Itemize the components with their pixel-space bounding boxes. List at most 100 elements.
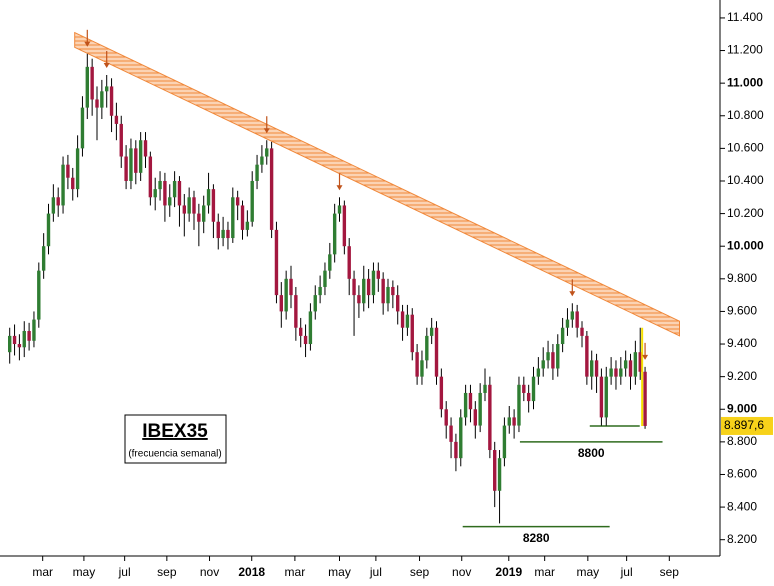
candle-body [274, 229, 279, 296]
peak-arrow-head [336, 185, 343, 191]
y-tick-label: 11.000 [727, 75, 763, 89]
y-tick-label: 11.200 [727, 43, 763, 57]
candle-body [332, 213, 337, 255]
y-tick-label: 9.000 [727, 401, 757, 415]
x-tick-label: jul [369, 565, 382, 579]
candle-body [619, 368, 623, 377]
candle-body [609, 368, 613, 377]
candle-body [90, 66, 94, 100]
candle-body [526, 392, 531, 402]
candle-body [41, 246, 46, 271]
candle-body [565, 319, 570, 328]
candle-body [560, 327, 565, 345]
candle-body [323, 270, 327, 287]
peak-arrow-head [103, 63, 110, 69]
candle-body [517, 384, 521, 426]
candle-body [478, 392, 482, 426]
candle-body [522, 384, 526, 393]
y-tick-label: 10.600 [727, 141, 764, 155]
peak-arrow [103, 51, 110, 69]
candle-body [308, 311, 313, 345]
candle-body [362, 278, 366, 304]
candle-body [22, 330, 26, 348]
candle-body [318, 286, 322, 296]
candle-body [541, 360, 545, 369]
candle-body [493, 450, 497, 491]
candle-body [255, 164, 259, 181]
x-tick-label: mar [534, 565, 555, 579]
candle-body [488, 384, 492, 451]
candle-body [337, 205, 342, 214]
y-tick-label: 10.400 [727, 173, 764, 187]
candle-body [32, 319, 36, 341]
candle-body [206, 189, 211, 206]
candle-body [536, 368, 541, 377]
candle-body [357, 295, 361, 304]
candle-body [163, 180, 167, 206]
candle-body [391, 286, 395, 296]
candle-body [85, 66, 89, 108]
candle-body [551, 352, 555, 369]
x-tick-label: may [576, 565, 599, 579]
candle-body [439, 376, 444, 410]
candle-body [235, 197, 240, 206]
candle-body [400, 311, 405, 328]
peak-arrow [263, 116, 270, 134]
candle-body [483, 384, 487, 393]
title-box [124, 414, 227, 464]
candle-body [177, 180, 182, 206]
peak-arrow-head [263, 128, 270, 134]
x-tick-label: sep [660, 565, 680, 579]
candle-body [105, 86, 109, 92]
candle-body [75, 148, 80, 190]
candle-body [119, 123, 123, 157]
candle-body [570, 311, 575, 320]
x-tick-label: 2019 [495, 565, 522, 579]
candle-body [158, 180, 162, 190]
x-tick-label: nov [200, 565, 219, 579]
candle-body [507, 417, 511, 426]
y-tick-label: 9.600 [727, 304, 757, 318]
candle-body [633, 352, 638, 377]
candle-body [56, 197, 60, 206]
y-tick-label: 8.400 [727, 499, 757, 513]
candle-body [454, 441, 458, 459]
y-tick-label: 9.800 [727, 271, 757, 285]
candle-body [531, 376, 536, 402]
y-tick-label: 9.400 [727, 336, 757, 350]
candle-body [187, 197, 191, 214]
candle-body [124, 156, 128, 181]
support-label: 8280 [523, 531, 550, 545]
x-tick-label: sep [410, 565, 430, 579]
candle-body [556, 344, 560, 369]
resistance-band [74, 31, 681, 337]
candle-body [172, 180, 177, 198]
candle-body [95, 99, 99, 108]
candle-body [599, 376, 604, 418]
peak-arrow-head [84, 41, 91, 47]
candle-body [643, 371, 647, 426]
candle-body [502, 425, 507, 459]
candle-body [27, 330, 31, 341]
y-tick-label: 9.200 [727, 369, 757, 383]
y-tick-label: 8.200 [727, 532, 757, 546]
candle-body [100, 91, 104, 108]
candle-body [226, 229, 230, 239]
candle-body [366, 278, 371, 296]
candle-body [638, 352, 642, 372]
candle-body [71, 177, 75, 190]
y-tick-label: 8.600 [727, 467, 757, 481]
candle-body [269, 148, 274, 230]
candle-body [396, 295, 400, 312]
candle-body [313, 295, 317, 312]
candle-body [46, 213, 51, 247]
candle-body [284, 278, 288, 312]
candle-body [197, 213, 201, 222]
candle-body [434, 327, 439, 377]
candle-body [459, 417, 463, 459]
candle-body [148, 156, 153, 198]
candle-body [168, 197, 172, 206]
candle-body [61, 164, 65, 206]
candle-body [594, 360, 599, 377]
